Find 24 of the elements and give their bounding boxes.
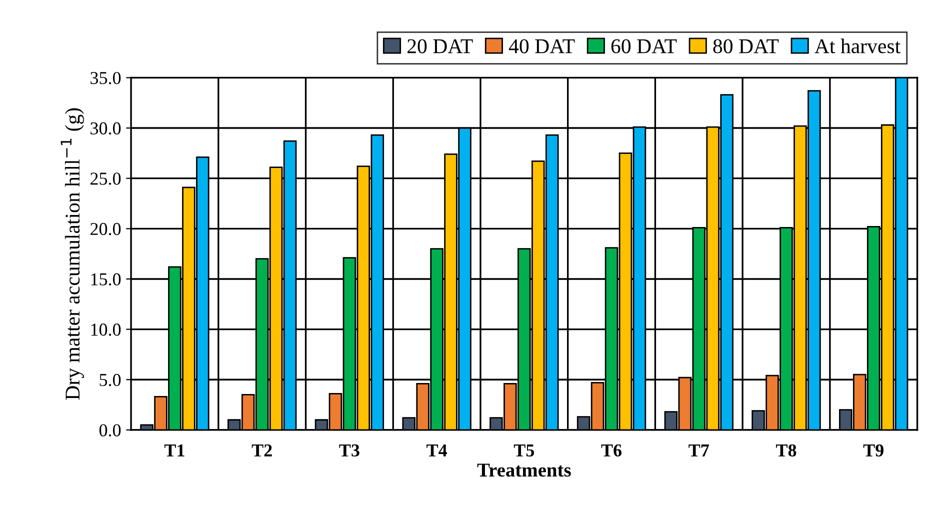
y-tick-label: 5.0: [100, 374, 121, 386]
y-tick-label: 0.0: [99, 424, 121, 436]
legend-label: 60 DAT: [611, 39, 677, 54]
legend-label: 20 DAT: [408, 39, 473, 54]
x-tick-label: T3: [339, 444, 360, 457]
y-tick-label: 15.0: [91, 273, 121, 286]
x-tick-label: T1: [164, 444, 184, 456]
x-tick-label: T7: [688, 444, 709, 456]
y-tick-label: 30.0: [90, 122, 121, 135]
x-tick-label: T9: [863, 444, 884, 457]
legend-label: At harvest: [814, 38, 900, 54]
legend-label: 40 DAT: [508, 39, 575, 54]
x-tick-label: T6: [601, 444, 622, 457]
y-tick-label: 20.0: [90, 222, 121, 236]
y-axis-title: Dry matter accumulation hill$^{−1}$ (g): [60, 108, 84, 400]
legend-label: 80 DAT: [713, 39, 779, 54]
x-tick-label: T8: [776, 444, 796, 457]
y-tick-label: 35.0: [90, 72, 121, 84]
y-tick-label: 10.0: [91, 324, 121, 336]
x-axis-title: Treatments: [477, 464, 571, 477]
x-tick-label: T5: [514, 444, 534, 457]
x-tick-label: T4: [426, 444, 447, 456]
y-tick-label: 25.0: [90, 172, 121, 185]
x-tick-label: T2: [252, 444, 272, 456]
